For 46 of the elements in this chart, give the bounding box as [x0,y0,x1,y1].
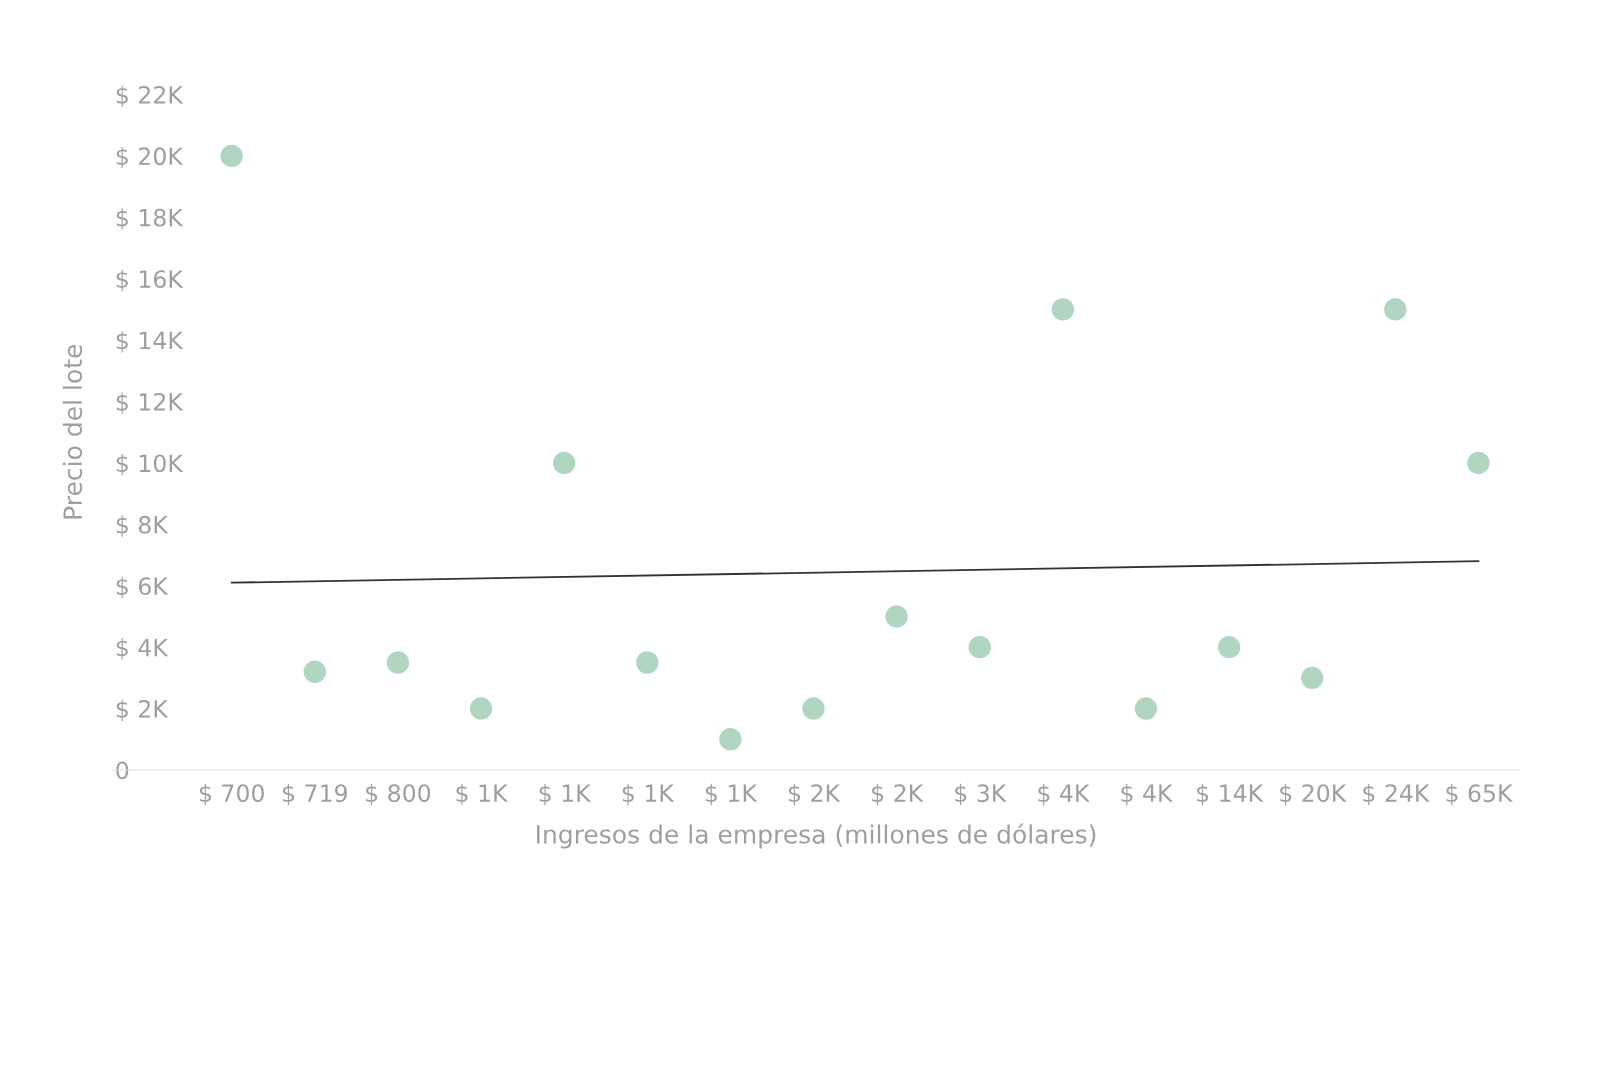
x-tick-label: $ 1K [622,783,675,806]
x-tick-label: $ 1K [456,783,509,806]
y-tick-label: $ 10K [116,453,184,476]
point [1134,697,1158,720]
x-tick-label: $ 2K [872,783,924,806]
y-tick-label: $ 20K [116,146,184,169]
point [719,728,742,751]
x-tick-label: $ 24K [1363,783,1430,806]
point [1051,298,1075,321]
x-tick-label: $ 719 [282,783,347,806]
y-tick-label: $ 4K [116,638,169,660]
x-tick-label: $ 1K [539,783,592,806]
y-tick-label: $ 16K [116,269,184,292]
point [303,660,326,683]
x-tick-label: $ 700 [199,783,264,806]
point [1301,666,1324,690]
x-tick-label: $ 4K [1121,783,1173,806]
x-tick-label: $ 2K [788,783,841,806]
point [386,651,410,674]
point [802,697,825,720]
y-tick-label: $ 14K [116,331,184,353]
point [469,697,493,720]
point [220,144,243,168]
y-tick-label: $ 12K [116,392,184,414]
x-tick-label: $ 20K [1280,783,1347,806]
x-axis-title: Ingresos de la empresa (millones de dólares) [537,823,1096,849]
y-tick-label: $ 18K [116,208,184,230]
y-axis-title: Precio del lote [62,344,83,519]
y-tick-label: $ 22K [116,85,184,107]
point [1467,451,1490,475]
y-tick-label: $ 8K [116,515,169,537]
y-tick-label: $ 6K [116,576,169,599]
x-tick-label: $ 65K [1446,783,1513,806]
x-tick-label: $ 14K [1197,783,1264,806]
y-tick-label: 0 [116,761,129,780]
x-tick-label: $ 800 [366,783,431,806]
point [1384,298,1407,321]
point [885,605,908,628]
point [552,451,576,475]
point [1217,635,1241,659]
x-tick-label: $ 3K [955,783,1007,806]
point [968,635,991,659]
x-tick-label: $ 4K [1038,783,1090,806]
x-tick-label: $ 1K [705,783,758,806]
point [636,651,659,674]
y-tick-label: $ 2K [116,699,169,722]
